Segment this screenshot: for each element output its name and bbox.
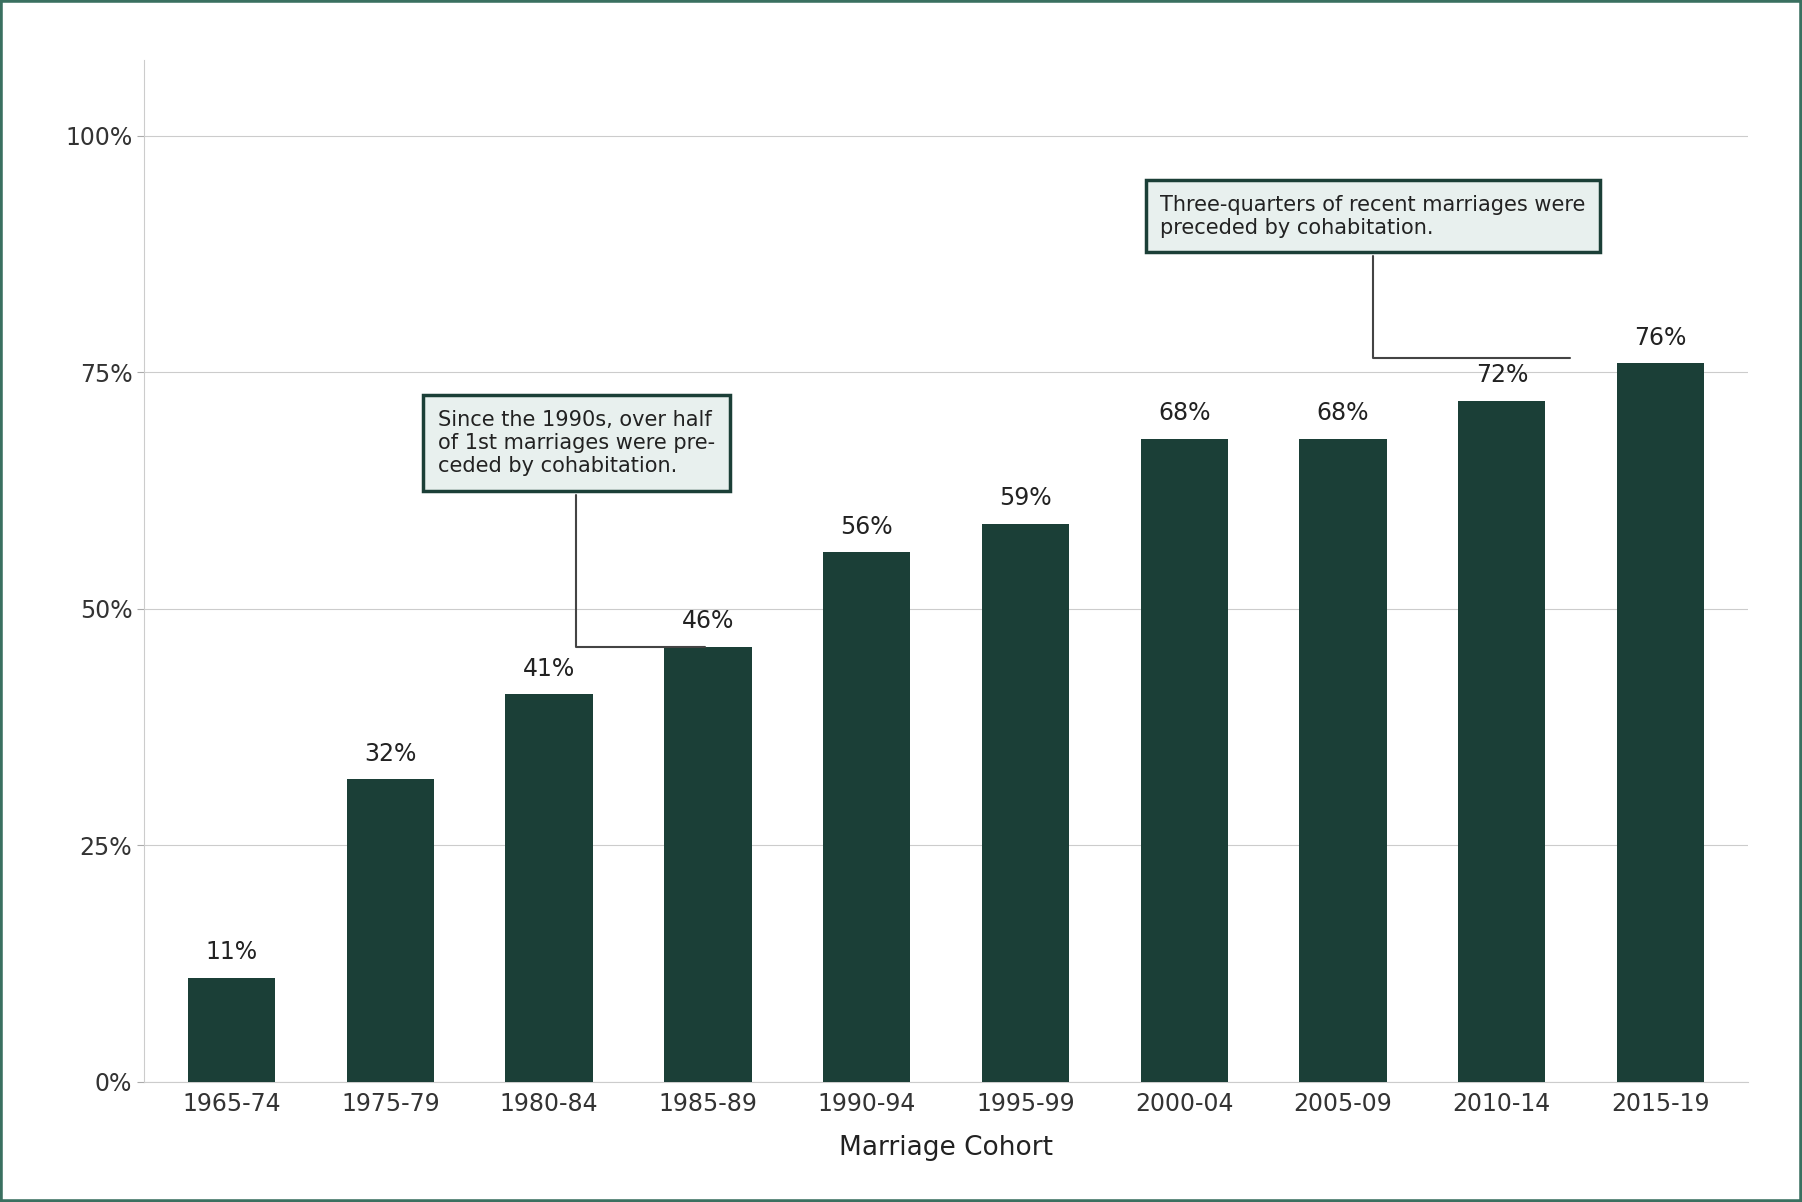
Bar [346, 779, 434, 1082]
Text: Since the 1990s, over half
of 1st marriages were pre-
ceded by cohabitation.: Since the 1990s, over half of 1st marria… [438, 410, 715, 647]
Text: 56%: 56% [840, 514, 894, 538]
Text: Three-quarters of recent marriages were
preceded by cohabitation.: Three-quarters of recent marriages were … [1160, 195, 1586, 358]
Bar [1299, 439, 1388, 1082]
Text: 72%: 72% [1476, 363, 1528, 387]
Text: 32%: 32% [364, 742, 416, 766]
Text: 76%: 76% [1634, 326, 1687, 350]
Text: 46%: 46% [681, 609, 733, 633]
Bar [187, 977, 276, 1082]
Text: 41%: 41% [523, 656, 575, 680]
Text: 68%: 68% [1317, 401, 1370, 426]
Bar [982, 524, 1069, 1082]
Bar [1141, 439, 1227, 1082]
Bar [1458, 400, 1546, 1082]
Text: 59%: 59% [998, 487, 1052, 511]
X-axis label: Marriage Cohort: Marriage Cohort [840, 1135, 1052, 1161]
Bar [824, 552, 910, 1082]
Bar [505, 694, 593, 1082]
Text: 11%: 11% [205, 940, 258, 964]
Text: 68%: 68% [1159, 401, 1211, 426]
Bar [665, 647, 751, 1082]
Bar [1616, 363, 1705, 1082]
